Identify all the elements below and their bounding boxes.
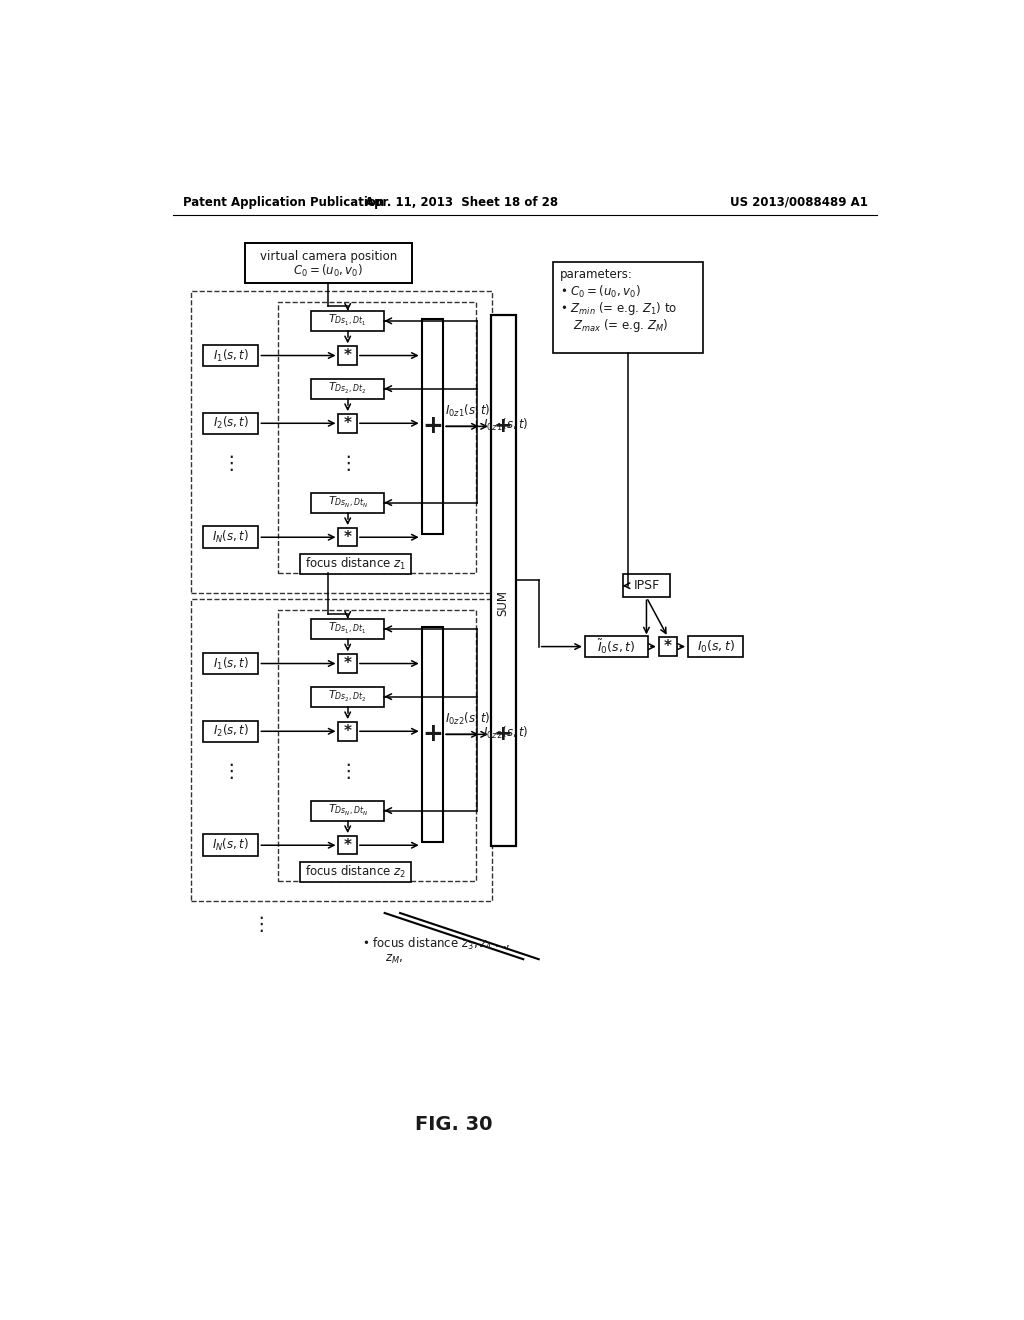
Text: ⋮: ⋮ <box>252 915 271 935</box>
Bar <box>339 836 357 854</box>
Bar <box>300 554 412 574</box>
Bar <box>339 722 357 741</box>
Bar <box>490 314 515 846</box>
Bar <box>311 800 384 821</box>
Text: $•$ $Z_{min}$ (= e.g. $Z_1$) to: $•$ $Z_{min}$ (= e.g. $Z_1$) to <box>560 300 678 317</box>
Text: focus distance $z_2$: focus distance $z_2$ <box>305 865 406 880</box>
Bar <box>203 527 258 548</box>
Text: US 2013/0088489 A1: US 2013/0088489 A1 <box>730 195 868 209</box>
Bar <box>339 528 357 546</box>
Bar <box>422 318 443 535</box>
Bar <box>339 414 357 433</box>
Bar <box>203 834 258 857</box>
Bar <box>311 379 384 399</box>
Text: *: * <box>344 838 351 853</box>
Text: *: * <box>344 416 351 430</box>
Text: ⋮: ⋮ <box>338 454 357 473</box>
Text: *: * <box>344 348 351 363</box>
Bar <box>279 610 475 882</box>
Text: $z_M,$: $z_M,$ <box>385 953 402 966</box>
Text: *: * <box>344 723 351 739</box>
Bar <box>585 636 648 657</box>
Text: $I_2(s,t)$: $I_2(s,t)$ <box>213 416 249 432</box>
Text: ⋮: ⋮ <box>221 762 241 781</box>
Bar <box>203 653 258 675</box>
Text: *: * <box>344 656 351 671</box>
Text: SUM: SUM <box>497 590 510 616</box>
Text: virtual camera position: virtual camera position <box>260 251 397 264</box>
Text: • focus distance $z_3, z_4$ ...,: • focus distance $z_3, z_4$ ..., <box>361 936 510 952</box>
Text: +: + <box>494 416 513 437</box>
Text: $I_0(s,t)$: $I_0(s,t)$ <box>696 639 735 655</box>
Text: +: + <box>422 722 442 746</box>
Text: $I_N(s,t)$: $I_N(s,t)$ <box>212 837 249 853</box>
Text: $T_{Ds_2,Dt_2}$: $T_{Ds_2,Dt_2}$ <box>329 381 367 396</box>
Bar <box>422 627 443 842</box>
Bar <box>190 599 493 902</box>
Text: IPSF: IPSF <box>633 579 659 593</box>
Text: Apr. 11, 2013  Sheet 18 of 28: Apr. 11, 2013 Sheet 18 of 28 <box>366 195 558 209</box>
Text: $T_{Ds_2,Dt_2}$: $T_{Ds_2,Dt_2}$ <box>329 689 367 704</box>
Bar <box>623 574 671 598</box>
Bar <box>658 638 677 656</box>
Bar <box>190 290 493 594</box>
Bar <box>311 686 384 706</box>
Text: $I_2(s,t)$: $I_2(s,t)$ <box>213 723 249 739</box>
Text: $Z_{max}$ (= e.g. $Z_M$): $Z_{max}$ (= e.g. $Z_M$) <box>572 317 668 334</box>
Bar <box>311 619 384 639</box>
Text: $C_0 = (u_0,v_0)$: $C_0 = (u_0,v_0)$ <box>294 263 364 279</box>
Text: +: + <box>422 414 442 438</box>
Text: $T_{Ds_N,Dt_N}$: $T_{Ds_N,Dt_N}$ <box>328 495 368 510</box>
Bar <box>311 492 384 512</box>
Text: $I_1(s,t)$: $I_1(s,t)$ <box>213 347 249 363</box>
Bar <box>245 243 413 284</box>
Bar <box>203 345 258 367</box>
Bar <box>339 655 357 673</box>
Bar <box>203 721 258 742</box>
Text: $I_{0z1}(s,t)$: $I_{0z1}(s,t)$ <box>444 403 490 418</box>
Bar <box>553 263 702 354</box>
Bar <box>339 346 357 364</box>
Text: *: * <box>344 529 351 545</box>
Bar <box>300 862 412 882</box>
Text: $I_N(s,t)$: $I_N(s,t)$ <box>212 529 249 545</box>
Text: FIG. 30: FIG. 30 <box>415 1115 493 1134</box>
Text: $T_{Ds_N,Dt_N}$: $T_{Ds_N,Dt_N}$ <box>328 803 368 818</box>
Bar <box>279 302 475 573</box>
Text: parameters:: parameters: <box>560 268 633 281</box>
Text: Patent Application Publication: Patent Application Publication <box>183 195 384 209</box>
Text: +: + <box>494 725 513 744</box>
Bar <box>311 312 384 331</box>
Text: *: * <box>664 639 672 655</box>
Bar <box>203 413 258 434</box>
Text: ⋮: ⋮ <box>221 454 241 473</box>
Text: $I_{0z2}(s,t)$: $I_{0z2}(s,t)$ <box>483 725 528 742</box>
Text: $I_{0z2}(s,t)$: $I_{0z2}(s,t)$ <box>444 710 490 726</box>
Text: $I_1(s,t)$: $I_1(s,t)$ <box>213 656 249 672</box>
Bar <box>688 636 743 657</box>
Text: $T_{Ds_1,Dt_1}$: $T_{Ds_1,Dt_1}$ <box>329 622 367 636</box>
Text: $I_{0z1}(s,t)$: $I_{0z1}(s,t)$ <box>483 417 528 433</box>
Text: $\tilde{I}_0(s,t)$: $\tilde{I}_0(s,t)$ <box>597 638 636 656</box>
Text: $T_{Ds_1,Dt_1}$: $T_{Ds_1,Dt_1}$ <box>329 313 367 329</box>
Text: focus distance $z_1$: focus distance $z_1$ <box>305 556 407 573</box>
Text: ⋮: ⋮ <box>338 762 357 781</box>
Text: $•$ $C_0 = (u_0,v_0)$: $•$ $C_0 = (u_0,v_0)$ <box>560 284 641 300</box>
